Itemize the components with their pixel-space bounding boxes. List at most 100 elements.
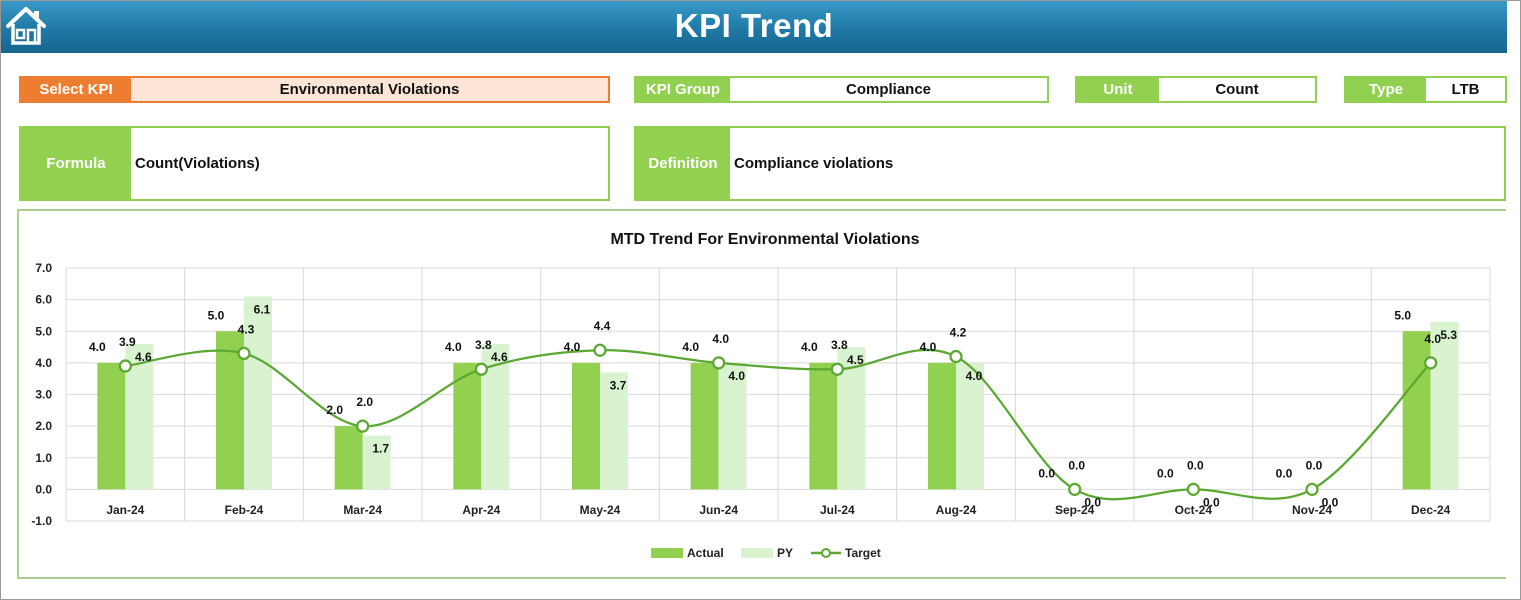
data-label-actual: 4.0	[445, 340, 462, 354]
target-marker	[593, 343, 607, 357]
y-tick-label: 5.0	[35, 324, 52, 338]
home-icon[interactable]	[5, 5, 47, 47]
data-label-py: 6.1	[254, 302, 271, 316]
data-label-actual: 2.0	[326, 403, 343, 417]
data-label-py: 3.7	[610, 378, 627, 392]
data-label-actual: 4.0	[89, 340, 106, 354]
y-tick-label: 6.0	[35, 293, 52, 307]
x-tick-label: Jan-24	[106, 503, 144, 517]
legend-label-actual: Actual	[687, 546, 724, 560]
data-label-py: 5.3	[1440, 328, 1457, 342]
y-tick-label: 4.0	[35, 356, 52, 370]
x-tick-label: Sep-24	[1055, 503, 1095, 517]
page-title: KPI Trend	[674, 7, 834, 44]
data-label-actual: 5.0	[208, 308, 225, 322]
select-kpi-field: Select KPI Environmental Violations	[19, 76, 610, 103]
data-label-py: 4.0	[966, 369, 983, 383]
data-label-py: 0.0	[1084, 495, 1101, 509]
formula-value: Count(Violations)	[135, 155, 260, 172]
legend-label-py: PY	[777, 546, 793, 560]
bar-actual	[572, 362, 600, 490]
bar-actual	[334, 426, 363, 490]
select-kpi-label: Select KPI	[21, 78, 131, 101]
bar-py	[1430, 321, 1459, 490]
target-marker	[1186, 482, 1200, 496]
y-tick-label: 2.0	[35, 419, 52, 433]
data-label-target: 0.0	[1306, 458, 1323, 472]
data-label-actual: 4.0	[920, 340, 937, 354]
data-label-target: 0.0	[1187, 458, 1204, 472]
kpi-group-label: KPI Group	[636, 78, 730, 101]
target-marker	[949, 349, 963, 364]
x-tick-label: Oct-24	[1175, 503, 1213, 517]
x-tick-label: Jun-24	[699, 503, 738, 517]
unit-value: Count	[1215, 81, 1259, 98]
legend-swatch-actual	[651, 548, 683, 558]
data-label-actual: 5.0	[1394, 308, 1411, 322]
bar-actual	[97, 362, 126, 490]
x-tick-label: Nov-24	[1292, 503, 1332, 517]
bar-py	[956, 362, 984, 490]
data-label-actual: 0.0	[1157, 466, 1174, 480]
bar-actual	[809, 362, 838, 490]
y-tick-label: 7.0	[35, 261, 52, 275]
data-label-actual: 0.0	[1276, 466, 1293, 480]
y-tick-label: 0.0	[35, 482, 52, 496]
target-marker	[1305, 482, 1319, 496]
target-marker	[118, 359, 132, 373]
bar-actual	[690, 362, 719, 490]
legend-swatch-target-marker	[821, 548, 831, 558]
target-marker	[830, 362, 844, 376]
data-label-actual: 4.0	[564, 340, 581, 354]
target-marker	[356, 419, 370, 433]
data-label-py: 4.5	[847, 353, 864, 367]
target-marker	[712, 356, 726, 370]
data-label-py: 4.0	[728, 369, 745, 383]
data-label-actual: 4.0	[682, 340, 699, 354]
data-label-target: 3.8	[475, 338, 492, 352]
x-tick-label: Dec-24	[1411, 503, 1451, 517]
x-tick-label: Feb-24	[225, 503, 264, 517]
unit-field: Unit Count	[1075, 76, 1317, 103]
target-marker	[474, 362, 488, 376]
x-tick-label: Aug-24	[936, 503, 977, 517]
legend-label-target: Target	[845, 546, 881, 560]
kpi-group-value: Compliance	[845, 81, 932, 98]
data-label-target: 3.8	[831, 338, 848, 352]
data-label-target: 4.2	[950, 326, 967, 340]
bar-actual	[453, 362, 482, 490]
definition-field: Definition Compliance violations	[634, 126, 1506, 201]
y-tick-label: 1.0	[35, 451, 52, 465]
bar-py	[718, 362, 747, 490]
data-label-target: 4.0	[712, 332, 729, 346]
mtd-trend-chart: MTD Trend For Environmental Violations 4…	[31, 231, 1491, 560]
data-label-target: 4.4	[594, 319, 611, 333]
x-tick-label: Mar-24	[343, 503, 382, 517]
data-label-py: 4.6	[491, 350, 508, 364]
title-bar: KPI Trend	[1, 1, 1507, 53]
x-tick-label: Jul-24	[820, 503, 855, 517]
y-tick-label: 3.0	[35, 388, 52, 402]
data-label-actual: 0.0	[1038, 466, 1055, 480]
definition-label: Definition	[636, 128, 730, 199]
target-marker	[1068, 482, 1082, 496]
type-field: Type LTB	[1344, 76, 1507, 103]
data-label-actual: 4.0	[801, 340, 818, 354]
bar-actual	[928, 362, 956, 490]
definition-value: Compliance violations	[734, 155, 894, 172]
legend-swatch-py	[741, 548, 773, 558]
data-label-target: 0.0	[1068, 458, 1085, 472]
bar-py	[600, 372, 628, 490]
data-label-target: 4.3	[238, 322, 255, 336]
chart-title: MTD Trend For Environmental Violations	[610, 231, 919, 248]
bar-py	[362, 435, 391, 490]
formula-label: Formula	[21, 128, 131, 199]
chart-container: MTD Trend For Environmental Violations 4…	[17, 209, 1506, 579]
data-label-target: 3.9	[119, 335, 136, 349]
x-tick-label: Apr-24	[462, 503, 500, 517]
x-tick-label: May-24	[580, 503, 621, 517]
select-kpi-dropdown[interactable]: Environmental Violations	[131, 78, 608, 101]
type-label: Type	[1346, 78, 1426, 101]
target-marker	[237, 346, 251, 361]
data-label-py: 1.7	[372, 442, 389, 456]
